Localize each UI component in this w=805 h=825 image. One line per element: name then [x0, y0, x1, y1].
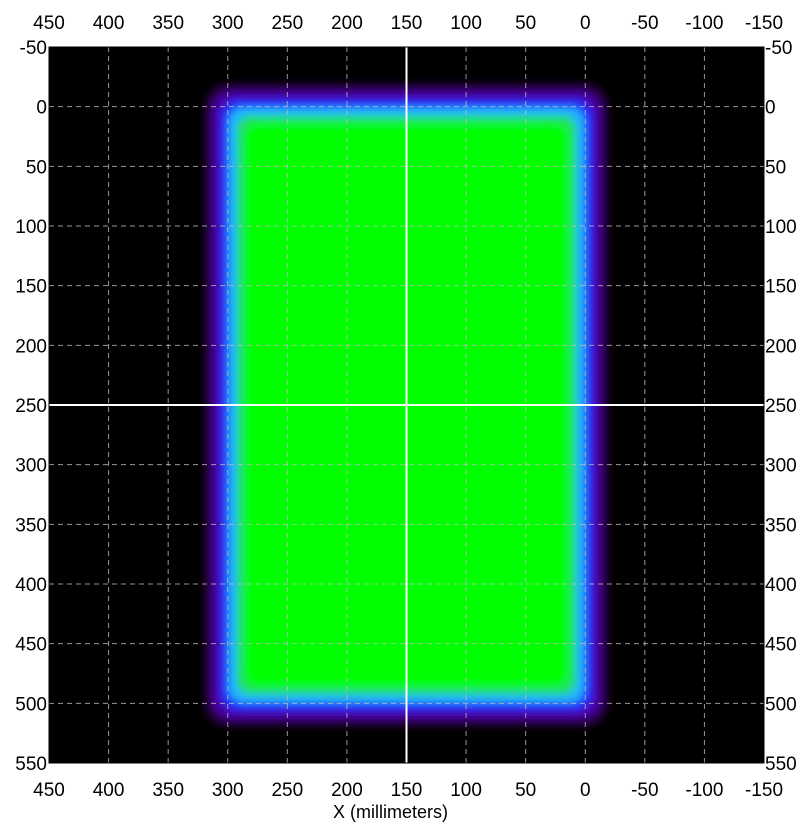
x-tick-label-bottom: 250 [271, 780, 303, 801]
x-tick-label-top: 300 [212, 13, 244, 34]
plot-frame [48, 46, 765, 764]
x-tick-label-top: 200 [331, 13, 363, 34]
x-tick-label-bottom: 450 [33, 780, 65, 801]
y-tick-label-right: 300 [765, 456, 797, 477]
x-tick-label-top: 150 [391, 13, 423, 34]
x-tick-label-bottom: 150 [391, 780, 423, 801]
y-tick-label-right: 200 [765, 336, 797, 357]
x-tick-label-top: 100 [450, 13, 482, 34]
x-tick-label-bottom: 0 [580, 780, 591, 801]
y-tick-label-right: 0 [765, 98, 776, 119]
y-tick-label-left: 50 [26, 157, 47, 178]
y-tick-label-left: 100 [15, 217, 47, 238]
y-tick-label-left: 300 [15, 456, 47, 477]
axis-ticks: 450 450 400 400 350 350 300 300 250 250 200 200 150 1… [15, 13, 796, 801]
x-tick-label-top: 0 [580, 13, 591, 34]
plot-area [48, 46, 765, 764]
x-tick-label-top: -100 [685, 13, 723, 34]
x-tick-label-bottom: 400 [93, 780, 125, 801]
y-tick-label-left: 350 [15, 515, 47, 536]
x-tick-label-bottom: -100 [685, 780, 723, 801]
x-tick-label-bottom: 100 [450, 780, 482, 801]
y-tick-label-right: 400 [765, 575, 797, 596]
y-tick-label-right: 550 [765, 754, 797, 775]
y-tick-label-left: 550 [15, 754, 47, 775]
x-tick-label-top: 350 [152, 13, 184, 34]
y-tick-label-right: 500 [765, 694, 797, 715]
y-tick-label-right: 100 [765, 217, 797, 238]
x-tick-label-bottom: 300 [212, 780, 244, 801]
y-tick-label-right: 50 [765, 157, 786, 178]
y-tick-label-right: 150 [765, 277, 797, 298]
x-tick-label-bottom: 350 [152, 780, 184, 801]
x-tick-label-bottom: -150 [745, 780, 783, 801]
x-tick-label-top: 400 [93, 13, 125, 34]
x-tick-label-bottom: -50 [631, 780, 658, 801]
x-tick-label-bottom: 50 [515, 780, 536, 801]
x-tick-label-top: 250 [271, 13, 303, 34]
y-tick-label-left: 250 [15, 396, 47, 417]
y-tick-label-left: 400 [15, 575, 47, 596]
y-tick-label-right: -50 [765, 38, 792, 59]
y-tick-label-left: 150 [15, 277, 47, 298]
y-tick-label-right: 450 [765, 635, 797, 656]
y-tick-label-right: 250 [765, 396, 797, 417]
y-tick-label-left: 0 [36, 98, 47, 119]
y-tick-label-left: 200 [15, 336, 47, 357]
y-tick-label-left: 450 [15, 635, 47, 656]
x-tick-label-top: -50 [631, 13, 658, 34]
y-tick-label-left: 500 [15, 694, 47, 715]
x-tick-label-top: 450 [33, 13, 65, 34]
x-tick-label-top: 50 [515, 13, 536, 34]
x-tick-label-top: -150 [745, 13, 783, 34]
y-tick-label-right: 350 [765, 515, 797, 536]
x-tick-label-bottom: 200 [331, 780, 363, 801]
x-axis-title: X (millimeters) [333, 802, 448, 822]
y-tick-label-left: -50 [20, 38, 47, 59]
